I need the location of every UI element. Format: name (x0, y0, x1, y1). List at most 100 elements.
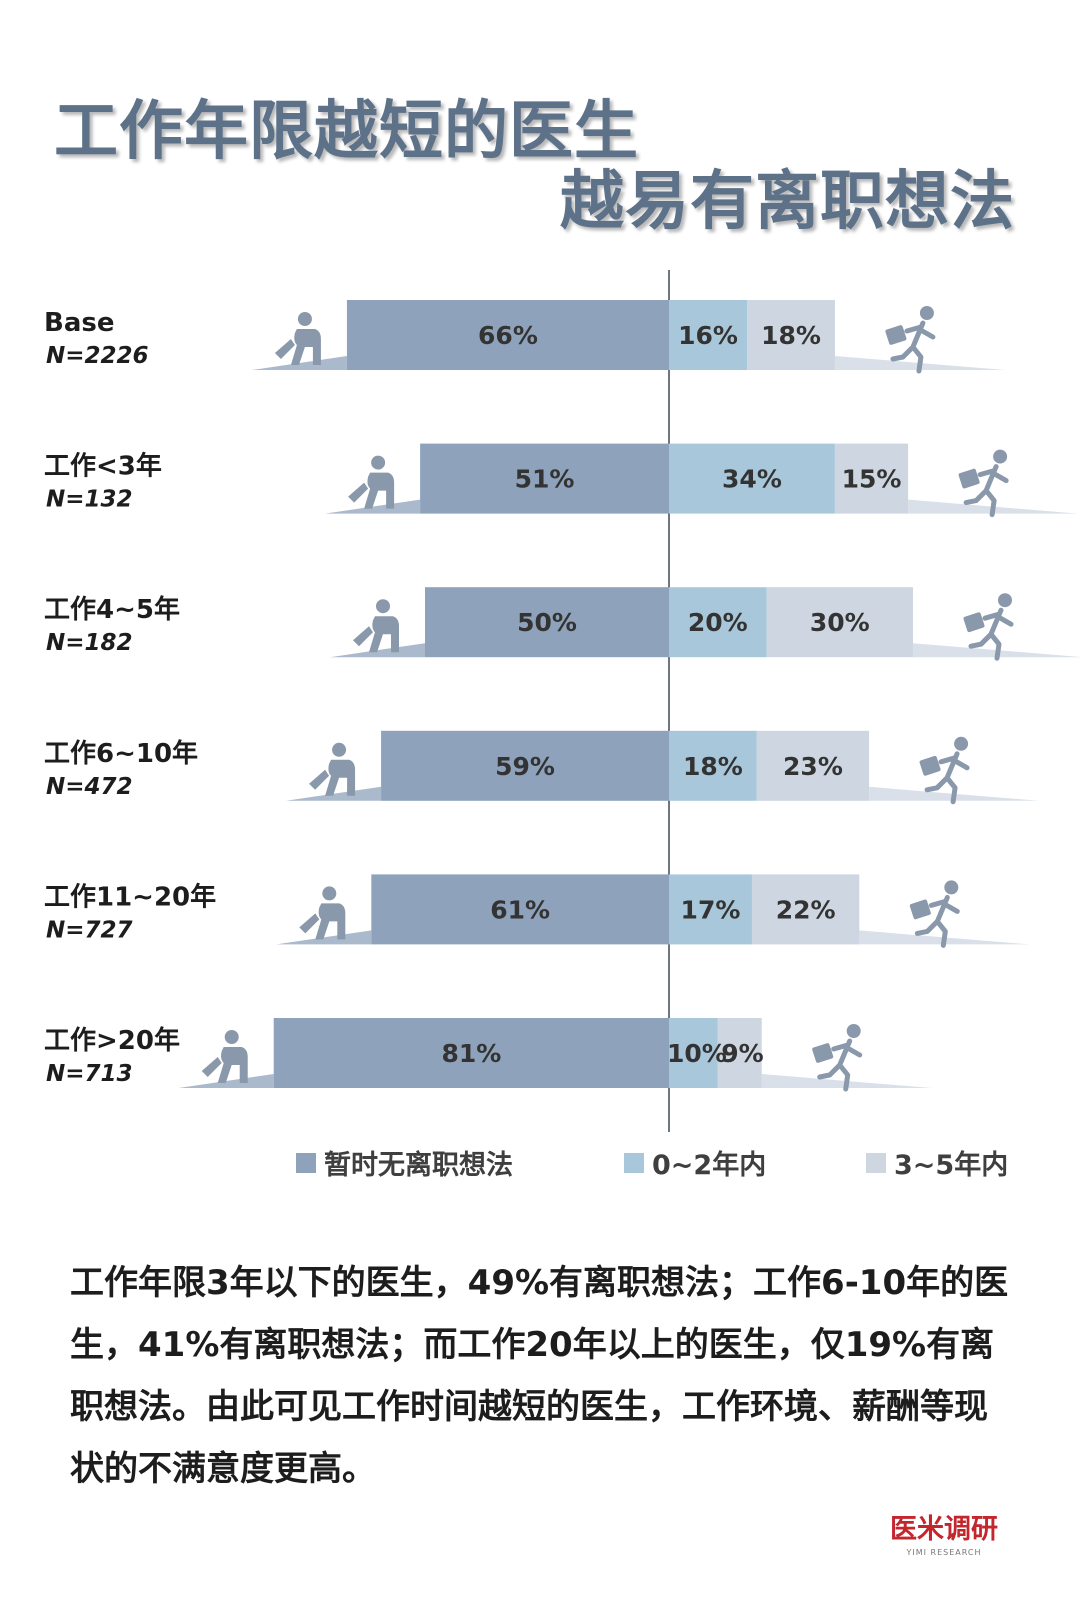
data-label-leave-0-2: 17% (681, 895, 741, 924)
title-line-2: 越易有离职想法 (560, 165, 1015, 239)
data-label-leave-3-5: 23% (783, 752, 843, 781)
icon-head (998, 593, 1012, 608)
icon-head (322, 886, 337, 901)
bar-leave-3-5 (751, 874, 860, 945)
bar-leave-3-5 (756, 730, 870, 801)
sitting-person-icon (274, 312, 321, 365)
icon-briefcase (919, 755, 941, 776)
icon-briefcase (958, 468, 980, 489)
running-person-with-briefcase-icon (812, 1024, 863, 1092)
bar-stay (371, 874, 669, 945)
icon-body (217, 1047, 248, 1083)
bar-leave-3-5 (747, 300, 835, 370)
running-person-with-briefcase-icon (909, 880, 960, 948)
legend-item-stay: 暂时无离职想法 (296, 1143, 513, 1182)
icon-leg (353, 626, 373, 647)
data-label-stay: 50% (517, 608, 577, 637)
bar-stay (273, 1018, 669, 1088)
bar-leave-0-2 (669, 587, 767, 658)
icon-body (924, 751, 970, 805)
sitting-person-icon (309, 742, 356, 796)
icon-head (332, 742, 347, 757)
icon-head (224, 1030, 239, 1044)
icon-body (817, 1038, 863, 1092)
category-label: 工作4~5年 (44, 594, 180, 625)
running-person-with-briefcase-icon (885, 306, 936, 374)
icon-head (376, 599, 390, 614)
data-label-leave-0-2: 20% (688, 608, 748, 637)
icon-body (968, 607, 1014, 661)
data-label-stay: 81% (441, 1039, 501, 1068)
icon-leg (309, 769, 330, 790)
bar-leave-0-2 (669, 874, 752, 945)
category-n-label: N=713 (46, 1061, 133, 1087)
data-label-stay: 59% (495, 752, 555, 781)
data-label-leave-0-2: 34% (722, 465, 782, 494)
legend-item-leave-3-5: 3~5年内 (866, 1143, 1008, 1182)
icon-leg (348, 482, 369, 503)
summary-note: 工作年限3年以下的医生，49%有离职想法；工作6-10年的医生，41%有离职想法… (70, 1263, 1009, 1489)
category-n-label: N=727 (46, 917, 133, 943)
category-label: 工作>20年 (44, 1025, 180, 1056)
bar-leave-0-2 (669, 443, 835, 514)
icon-head (919, 306, 934, 320)
bar-leave-3-5 (717, 1018, 762, 1088)
data-label-leave-0-2: 10% (667, 1039, 727, 1068)
diverging-bar-chart: 66% 16% 18% Base N=2226 51% 34% 15% 工作<3年 N=132 50… (44, 270, 1080, 1132)
icon-briefcase (812, 1043, 834, 1063)
bar-stay (425, 587, 669, 658)
icon-leg (274, 339, 295, 359)
data-label-stay: 66% (478, 321, 538, 350)
data-label-stay: 61% (490, 895, 550, 924)
legend-swatch-leave-0-2 (624, 1152, 644, 1173)
brand-logo: 医米调研 YIMI RESEARCH (884, 1507, 1004, 1557)
legend-label-stay: 暂时无离职想法 (324, 1150, 513, 1181)
data-label-leave-3-5: 9% (721, 1039, 763, 1068)
sitting-person-icon (299, 886, 346, 940)
bar-stay (420, 443, 669, 514)
data-label-leave-3-5: 22% (776, 895, 836, 924)
bar-stay (346, 300, 669, 370)
bar-leave-3-5 (834, 443, 909, 514)
running-person-with-briefcase-icon (958, 449, 1009, 518)
legend-swatch-stay (296, 1152, 316, 1173)
icon-body (963, 464, 1009, 518)
category-n-label: N=132 (46, 487, 133, 513)
icon-body (369, 616, 399, 653)
icon-head (846, 1024, 861, 1038)
sitting-person-icon (353, 599, 399, 653)
icon-head (954, 736, 969, 751)
floor-wedge-right (908, 499, 1079, 514)
icon-body (890, 320, 936, 374)
bar-leave-0-2 (669, 730, 757, 801)
icon-body (914, 894, 960, 948)
icon-head (944, 880, 959, 895)
category-n-label: N=2226 (46, 343, 149, 369)
logo-mark: 医米调研 (890, 1514, 998, 1545)
legend-label-leave-0-2: 0~2年内 (652, 1150, 767, 1181)
sitting-person-icon (348, 455, 395, 509)
bar-leave-0-2 (669, 1018, 718, 1088)
running-person-with-briefcase-icon (919, 736, 970, 805)
floor-wedge-left (325, 499, 421, 514)
logo-subtitle: YIMI RESEARCH (906, 1548, 982, 1557)
icon-briefcase (963, 612, 985, 633)
data-label-leave-3-5: 30% (810, 608, 870, 637)
icon-body (325, 759, 356, 796)
icon-body (315, 903, 346, 940)
icon-leg (201, 1057, 222, 1077)
legend-label-leave-3-5: 3~5年内 (894, 1150, 1009, 1181)
category-label: 工作<3年 (44, 451, 162, 482)
data-label-leave-0-2: 16% (678, 321, 738, 350)
title-line-1: 工作年限越短的医生 (54, 95, 639, 169)
data-label-leave-0-2: 18% (683, 752, 743, 781)
category-n-label: N=182 (46, 630, 133, 656)
legend-swatch-leave-3-5 (866, 1152, 886, 1173)
icon-body (364, 472, 395, 509)
icon-head (371, 455, 386, 470)
icon-briefcase (885, 325, 907, 345)
icon-head (993, 449, 1008, 464)
running-person-with-briefcase-icon (963, 593, 1014, 661)
bar-stay (381, 730, 669, 801)
data-label-stay: 51% (515, 465, 575, 494)
